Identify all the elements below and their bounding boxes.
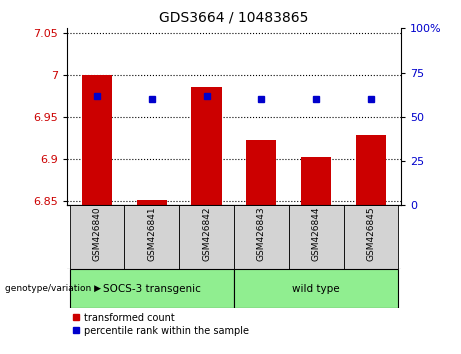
Text: GSM426841: GSM426841 <box>147 207 156 261</box>
Text: GSM426844: GSM426844 <box>312 207 321 261</box>
Text: GSM426840: GSM426840 <box>93 207 101 261</box>
Legend: transformed count, percentile rank within the sample: transformed count, percentile rank withi… <box>72 313 249 336</box>
Bar <box>137 200 167 205</box>
Bar <box>246 141 277 205</box>
Title: GDS3664 / 10483865: GDS3664 / 10483865 <box>159 10 309 24</box>
Text: GSM426842: GSM426842 <box>202 207 211 261</box>
Text: GSM426845: GSM426845 <box>366 207 375 261</box>
Text: genotype/variation ▶: genotype/variation ▶ <box>5 284 100 293</box>
Bar <box>191 87 222 205</box>
Bar <box>124 205 179 269</box>
Bar <box>179 205 234 269</box>
Bar <box>343 205 398 269</box>
Text: SOCS-3 transgenic: SOCS-3 transgenic <box>103 284 201 293</box>
Text: GSM426843: GSM426843 <box>257 207 266 261</box>
Bar <box>356 135 386 205</box>
Bar <box>70 205 124 269</box>
Bar <box>82 75 112 205</box>
Bar <box>301 157 331 205</box>
Bar <box>234 269 398 308</box>
Text: wild type: wild type <box>292 284 340 293</box>
Bar <box>234 205 289 269</box>
Bar <box>70 269 234 308</box>
Bar <box>289 205 343 269</box>
